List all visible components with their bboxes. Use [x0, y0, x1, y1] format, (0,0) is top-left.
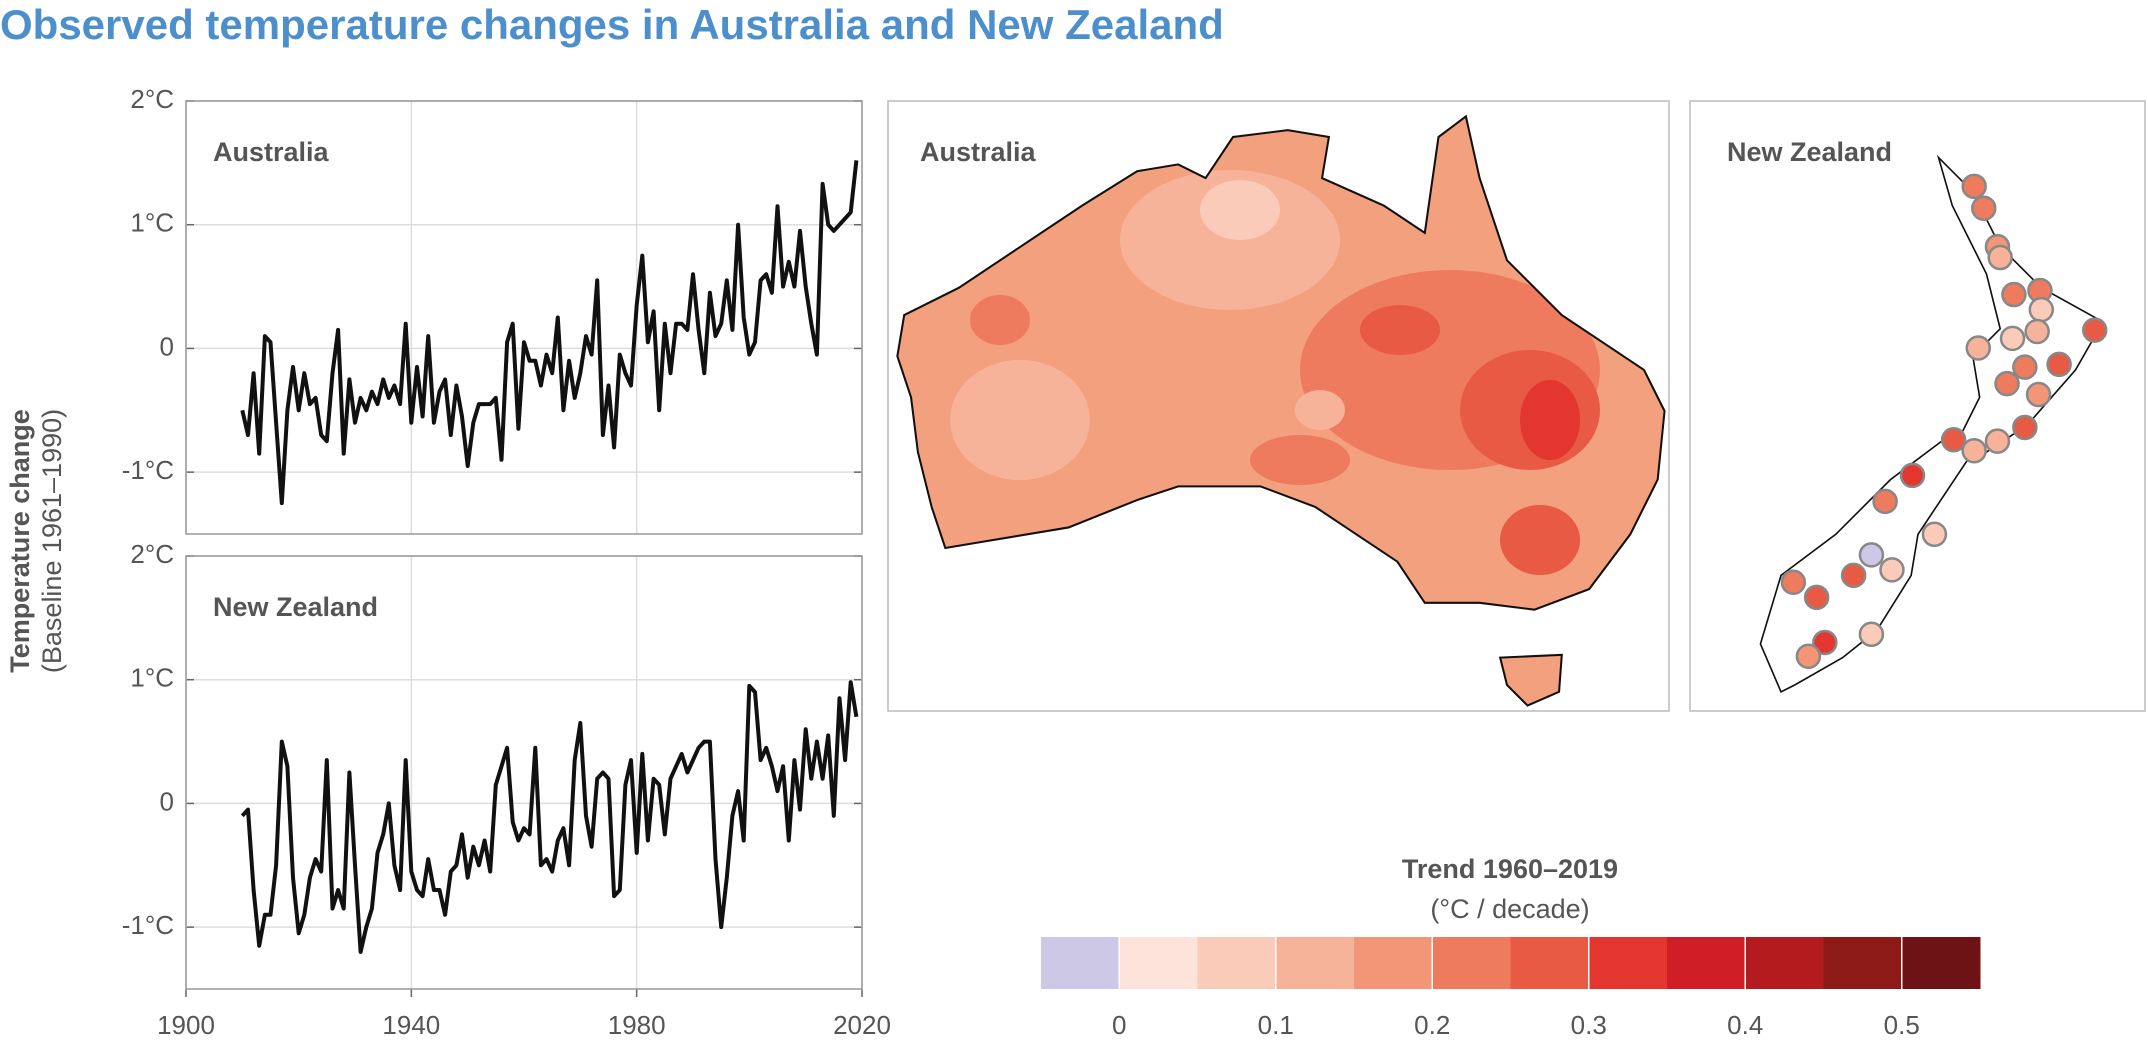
colorbar-tick-label: 0.1 — [1258, 1010, 1294, 1040]
station — [1987, 244, 2013, 271]
station — [2001, 281, 2027, 308]
x-tick-label: 2020 — [833, 1010, 891, 1040]
y-tick-label: 1°C — [130, 208, 174, 238]
y-axis-sublabel: (Baseline 1961–1990) — [37, 409, 67, 673]
station — [2012, 414, 2038, 441]
station — [1961, 437, 1987, 464]
station — [1994, 370, 2020, 397]
colorbar-title: Trend 1960–2019 — [1402, 854, 1618, 884]
colorbar-bin — [1667, 937, 1746, 989]
station — [1858, 542, 1885, 568]
y-tick-label: 0 — [160, 331, 174, 361]
y-tick-label: -1°C — [122, 910, 174, 940]
station — [1803, 584, 1830, 611]
colorbar-bin — [1041, 937, 1120, 989]
colorbar-bin — [1119, 937, 1198, 989]
colorbar-tick-label: 0.2 — [1414, 1010, 1450, 1040]
y-tick-label: -1°C — [122, 455, 174, 485]
panel-label: Australia — [213, 137, 330, 167]
temperature-line — [240, 160, 859, 506]
station — [1795, 643, 1822, 669]
colorbar-tick-label: 0.3 — [1571, 1010, 1607, 1040]
australia-trend-map — [897, 116, 1665, 706]
station — [2012, 354, 2038, 380]
plot-frame — [185, 100, 863, 535]
station — [1971, 195, 1997, 221]
y-tick-label: 1°C — [130, 663, 174, 693]
station — [1899, 462, 1926, 489]
y-tick-label: 0 — [160, 786, 174, 816]
nz-outline — [1759, 154, 2105, 693]
temperature-line — [240, 680, 859, 954]
colorbar-unit: (°C / decade) — [1430, 894, 1589, 924]
colorbar-bin — [1745, 937, 1824, 989]
y-axis-label: Temperature change — [5, 409, 35, 673]
colorbar-bin — [1823, 937, 1903, 989]
colorbar-bin — [1510, 937, 1590, 989]
colorbar-bin — [1275, 937, 1355, 989]
station — [1961, 173, 1987, 200]
panel-label: New Zealand — [213, 592, 378, 622]
station — [2046, 351, 2072, 378]
map-label: New Zealand — [1727, 137, 1892, 167]
station — [1812, 629, 1838, 656]
station — [1858, 621, 1885, 648]
colorbar-bin — [1432, 937, 1511, 989]
x-tick-label: 1940 — [382, 1010, 440, 1040]
colorbar-tick-label: 0.5 — [1884, 1010, 1920, 1040]
map-panel — [887, 100, 1670, 712]
station — [1921, 521, 1948, 548]
station — [1940, 427, 1967, 453]
colorbar-tick-label: 0 — [1112, 1010, 1126, 1040]
x-tick-label: 1900 — [157, 1010, 215, 1040]
y-tick-label: 2°C — [130, 84, 174, 114]
station — [1872, 488, 1898, 515]
y-tick-label: 2°C — [130, 539, 174, 569]
station — [1780, 569, 1807, 595]
map-panel — [1689, 100, 2146, 712]
colorbar-bin — [1197, 937, 1277, 989]
map-label: Australia — [920, 137, 1037, 167]
figure-title: Observed temperature changes in Australi… — [0, 1, 1224, 48]
x-tick-label: 1980 — [608, 1010, 666, 1040]
station — [1999, 325, 2026, 352]
colorbar-bin — [1588, 937, 1668, 989]
station — [2028, 296, 2055, 323]
station — [1879, 557, 1905, 583]
plot-frame — [185, 555, 863, 990]
colorbar-tick-label: 0.4 — [1727, 1010, 1763, 1040]
station — [1984, 428, 2011, 454]
station — [1965, 335, 1992, 361]
colorbar-bin — [1901, 937, 1981, 989]
y-axis-label-group: Temperature change (Baseline 1961–1990) — [5, 409, 67, 673]
station — [2025, 381, 2052, 408]
station — [2081, 317, 2108, 343]
colorbar-bin — [1354, 937, 1433, 989]
station — [2024, 318, 2050, 345]
station — [1840, 562, 1867, 589]
